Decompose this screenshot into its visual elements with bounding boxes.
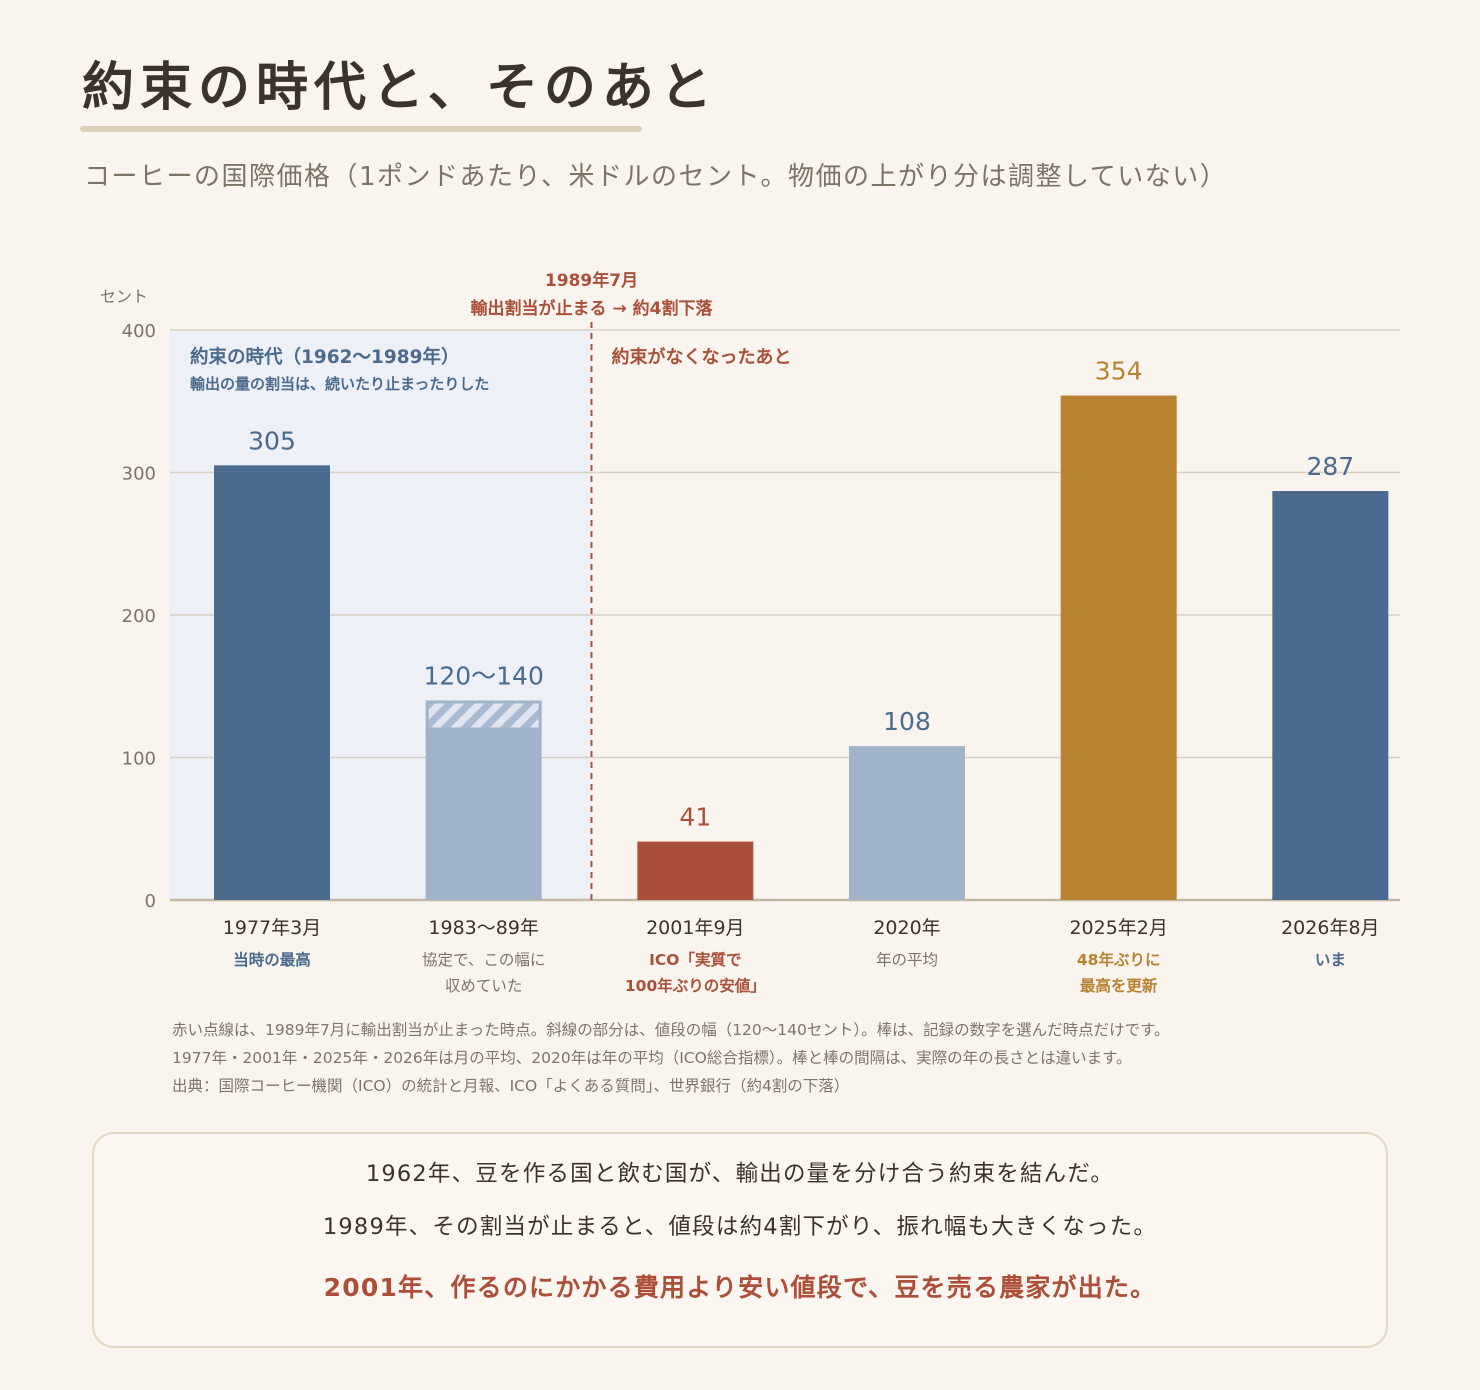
y-axis-unit: セント <box>100 287 148 306</box>
x-sublabel: 最高を更新 <box>1080 976 1158 995</box>
era-note: 輸出の量の割当は、続いたり止まったりした <box>190 375 489 393</box>
page-title: 約束の時代と、そのあと <box>82 58 718 118</box>
note-line: 1977年・2001年・2025年・2026年は月の平均、2020年は年の平均（… <box>172 1049 1132 1067</box>
data-label: 108 <box>883 707 931 736</box>
summary-line-1: 1962年、豆を作る国と飲む国が、輸出の量を分け合う約束を結んだ。 <box>365 1161 1115 1187</box>
bar <box>1060 395 1177 900</box>
bar <box>425 729 542 900</box>
page-subtitle: コーヒーの国際価格（1ポンドあたり、米ドルのセント。物価の上がり分は調整していな… <box>84 162 1228 192</box>
note-line: 赤い点線は、1989年7月に輸出割当が止まった時点。斜線の部分は、値段の幅（12… <box>172 1021 1170 1039</box>
bar <box>849 746 965 900</box>
y-tick-label: 400 <box>122 321 156 342</box>
x-sublabel: 収めていた <box>445 977 523 995</box>
chart-notes: 赤い点線は、1989年7月に輸出割当が止まった時点。斜線の部分は、値段の幅（12… <box>172 1016 1170 1100</box>
y-tick-label: 100 <box>122 749 156 770</box>
data-label: 354 <box>1095 357 1143 386</box>
x-sublabel: 100年ぶりの安値」 <box>625 976 766 995</box>
summary-box: 1962年、豆を作る国と飲む国が、輸出の量を分け合う約束を結んだ。 1989年、… <box>92 1132 1388 1348</box>
x-tick-label: 2025年2月 <box>1069 917 1167 939</box>
data-label: 41 <box>679 803 711 832</box>
x-tick-label: 2001年9月 <box>646 917 744 939</box>
x-tick-label: 2026年8月 <box>1281 917 1379 939</box>
x-tick-label: 1977年3月 <box>223 917 321 939</box>
bar-chart: 0 100 200 300 400 1989年7月 輸出割当が止まる → 約4割下落 約… <box>100 270 1400 995</box>
y-tick-label: 200 <box>122 606 156 627</box>
bar <box>637 841 754 900</box>
x-sublabel: 協定で、この幅に <box>422 951 545 969</box>
y-tick-label: 300 <box>122 464 156 485</box>
summary-line-3: 2001年、作るのにかかる費用より安い値段で、豆を売る農家が出た。 <box>323 1273 1157 1302</box>
x-sublabel: ICO「実質で <box>649 950 741 969</box>
x-sublabel: 当時の最高 <box>233 950 311 969</box>
era-title: 約束の時代（1962〜1989年） <box>190 346 459 368</box>
after-era-label: 約束がなくなったあと <box>612 346 792 368</box>
data-label: 305 <box>248 426 296 455</box>
y-tick-label: 0 <box>145 891 156 912</box>
divider-label-event: 輸出割当が止まる → 約4割下落 <box>471 298 714 319</box>
data-label: 120〜140 <box>423 662 543 691</box>
title-underline <box>80 126 642 132</box>
bar <box>1272 491 1389 900</box>
x-sublabel: 48年ぶりに <box>1077 950 1161 969</box>
divider-label-date: 1989年7月 <box>545 270 638 291</box>
bar-range-hatch <box>425 700 542 731</box>
source-line: 出典：国際コーヒー機関（ICO）の統計と月報、ICO「よくある質問」、世界銀行（… <box>172 1077 850 1095</box>
bar <box>214 465 330 900</box>
x-sublabel: 年の平均 <box>876 951 938 969</box>
x-tick-label: 1983〜89年 <box>428 917 539 939</box>
x-sublabel: いま <box>1315 951 1346 969</box>
summary-line-2: 1989年、その割当が止まると、値段は約4割下がり、振れ幅も大きくなった。 <box>322 1214 1158 1240</box>
data-label: 287 <box>1306 452 1354 481</box>
x-tick-label: 2020年 <box>873 917 940 939</box>
